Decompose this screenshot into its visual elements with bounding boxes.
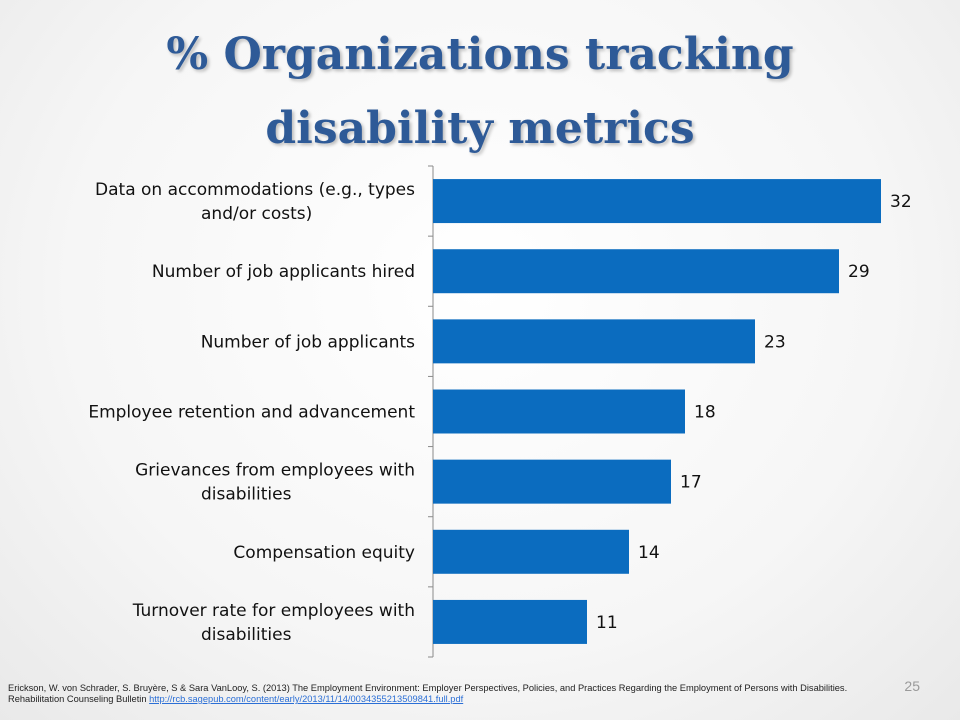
data-label: 29 (848, 262, 870, 282)
bar (433, 459, 671, 504)
bar (433, 599, 587, 644)
bar (433, 249, 839, 294)
data-label: 17 (680, 473, 702, 493)
category-label: Grievances from employees with disabiliti… (135, 461, 415, 505)
bar (433, 319, 755, 364)
category-label: Number of job applicants hired (152, 262, 415, 282)
data-label: 14 (638, 543, 660, 563)
category-label: Employee retention and advancement (88, 403, 415, 423)
data-label: 11 (596, 613, 618, 633)
citation-link[interactable]: http://rcb.sagepub.com/content/early/201… (149, 694, 464, 704)
category-label: Compensation equity (233, 543, 415, 563)
bar (433, 179, 881, 224)
category-label: Number of job applicants (201, 332, 415, 352)
slide-title: % Organizations tracking disability metr… (166, 29, 794, 154)
bar (433, 389, 685, 434)
citation: Erickson, W. von Schrader, S. Bruyère, S… (8, 683, 868, 705)
data-label: 32 (890, 192, 912, 212)
page-number: 25 (904, 678, 920, 694)
category-label: Data on accommodations (e.g., types and/o… (95, 180, 415, 224)
bar (433, 529, 629, 574)
data-label: 23 (764, 332, 786, 352)
category-label: Turnover rate for employees with disabili… (132, 601, 415, 645)
citation-text: Erickson, W. von Schrader, S. Bruyère, S… (8, 683, 848, 704)
data-label: 18 (694, 403, 716, 423)
